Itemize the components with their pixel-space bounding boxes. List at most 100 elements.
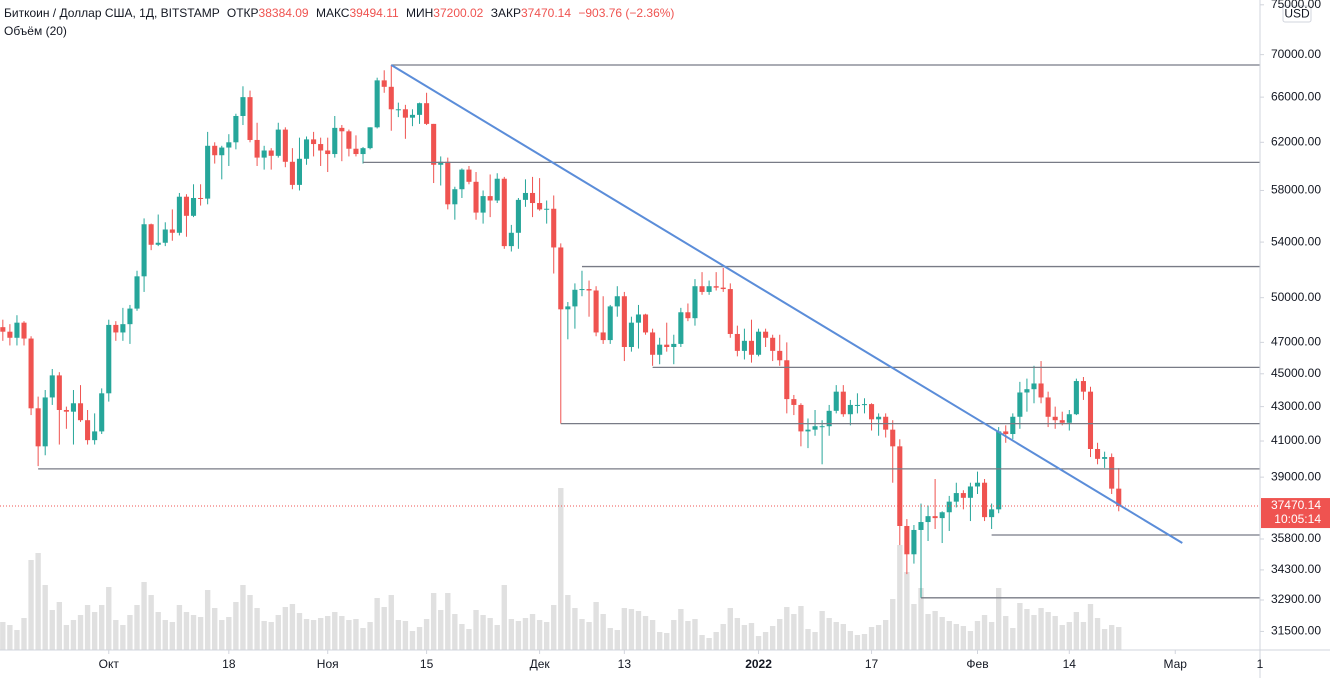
candle-body (21, 322, 27, 339)
candle-body (466, 169, 472, 182)
volume-bar (748, 623, 755, 650)
candle-body (614, 296, 620, 307)
candle-body (628, 322, 634, 347)
candle-body (99, 393, 105, 432)
candle-body (939, 512, 945, 519)
candle-body (127, 308, 133, 325)
volume-bar (734, 618, 741, 650)
y-tick-label: 43000.00 (1271, 399, 1321, 413)
x-tick-label: 13 (618, 657, 632, 671)
ohlc-value: 38384.09 (259, 6, 309, 20)
volume-bar (628, 609, 635, 650)
candle-body (685, 312, 691, 319)
candle-body (784, 360, 790, 400)
volume-bar (925, 614, 931, 650)
ohlc-value: 37470.14 (521, 6, 571, 20)
x-tick-label: Дек (530, 657, 551, 671)
countdown: 10:05:14 (1274, 512, 1321, 526)
candle-body (692, 286, 698, 319)
volume-bar (501, 585, 507, 650)
candle-body (791, 399, 797, 405)
candle-body (459, 169, 465, 190)
candle-body (869, 404, 875, 420)
candle-body (367, 127, 373, 149)
candle-body (946, 501, 952, 513)
candle-body (212, 145, 218, 156)
candle-body (544, 208, 550, 210)
y-tick-label: 58000.00 (1271, 183, 1321, 197)
candle-body (586, 289, 592, 291)
volume-bar (1003, 616, 1009, 650)
volume-bar (233, 602, 239, 650)
y-tick-label: 66000.00 (1271, 89, 1321, 103)
volume-bar (826, 618, 832, 650)
trend-line (390, 64, 1183, 544)
candle-body (876, 416, 882, 420)
candle-body (763, 331, 769, 338)
plot (0, 64, 1260, 650)
candle-body (812, 426, 818, 430)
volume-bar (1073, 612, 1080, 650)
candle-body (805, 429, 811, 432)
volume-bar (854, 635, 861, 650)
volume-bar (600, 614, 606, 650)
volume-bar (0, 622, 6, 650)
volume-bar (981, 615, 988, 650)
candle-body (409, 114, 416, 118)
volume-bar (381, 607, 387, 650)
y-tick-label: 31500.00 (1271, 624, 1321, 638)
candle-body (240, 97, 246, 116)
x-tick-label: 1 (1257, 657, 1264, 671)
volume-bar (409, 631, 416, 650)
volume-bar (296, 613, 303, 650)
candle-body (402, 109, 408, 118)
candle-body (770, 337, 776, 351)
volume-bar (148, 595, 154, 650)
volume-bar (932, 611, 938, 650)
candle-body (558, 247, 564, 310)
candle-body (1109, 457, 1115, 489)
volume-bar (974, 621, 981, 650)
candle-body (311, 139, 317, 145)
candle-body (678, 312, 684, 344)
volume-bar (1087, 604, 1094, 650)
candle-body (183, 196, 189, 216)
volume-bar (798, 606, 804, 650)
candle-body (798, 404, 804, 432)
candle-body (14, 322, 20, 338)
y-tick-label: 34300.00 (1271, 562, 1321, 576)
candle-body (727, 289, 733, 334)
volume-bar (466, 629, 472, 650)
header: Биткоин / Доллар США, 1Д, BITSTAMP ОТКР3… (4, 6, 674, 20)
last-price-label: 37470.14 (1271, 498, 1321, 512)
volume-bar (642, 616, 649, 650)
volume-bar (1094, 618, 1101, 650)
volume-bar (487, 618, 493, 650)
volume-bar (106, 587, 112, 650)
volume-bar (395, 620, 402, 650)
y-tick-label: 47000.00 (1271, 335, 1321, 349)
volume-bar (769, 626, 776, 650)
volume-bar (303, 619, 310, 650)
candle-body (7, 331, 13, 338)
volume-bar (360, 628, 366, 650)
candle-body (473, 181, 479, 213)
volume-bar (868, 627, 875, 650)
volume-bar (791, 614, 797, 650)
candle-body (303, 139, 310, 159)
volume-bar (1031, 615, 1037, 650)
volume-bar (1059, 625, 1065, 650)
volume-bar (593, 602, 599, 650)
volume-bar (134, 605, 140, 650)
volume-bar (367, 622, 373, 650)
candle-body (607, 306, 613, 341)
volume-bar (833, 622, 839, 650)
y-tick-label: 41000.00 (1271, 433, 1321, 447)
candle-body (205, 145, 211, 199)
candle-body (416, 103, 423, 115)
x-tick-label: Ноя (317, 657, 339, 671)
y-tick-label: 45000.00 (1271, 366, 1321, 380)
volume-bar (254, 608, 260, 650)
volume-bar (727, 608, 733, 650)
